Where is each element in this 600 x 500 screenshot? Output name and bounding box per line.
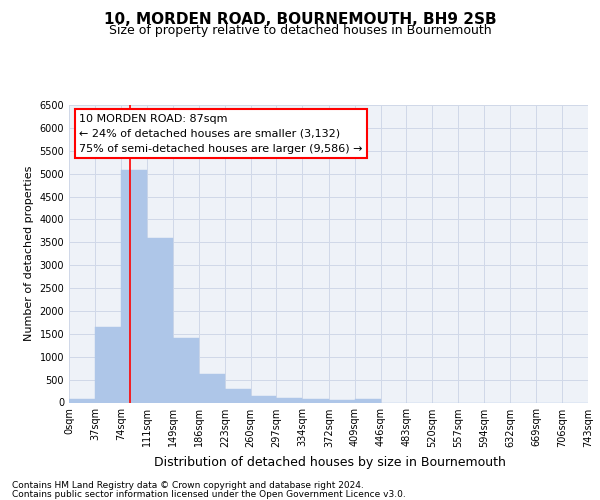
Text: 10 MORDEN ROAD: 87sqm
← 24% of detached houses are smaller (3,132)
75% of semi-d: 10 MORDEN ROAD: 87sqm ← 24% of detached … (79, 114, 363, 154)
Bar (355, 399, 380, 402)
Text: Contains HM Land Registry data © Crown copyright and database right 2024.: Contains HM Land Registry data © Crown c… (12, 481, 364, 490)
Bar (329, 400, 355, 402)
Y-axis label: Number of detached properties: Number of detached properties (24, 166, 34, 342)
Bar (251, 396, 277, 402)
Bar (225, 389, 251, 402)
Bar (95, 327, 121, 402)
Text: Distribution of detached houses by size in Bournemouth: Distribution of detached houses by size … (154, 456, 506, 469)
Text: Size of property relative to detached houses in Bournemouth: Size of property relative to detached ho… (109, 24, 491, 37)
Text: 10, MORDEN ROAD, BOURNEMOUTH, BH9 2SB: 10, MORDEN ROAD, BOURNEMOUTH, BH9 2SB (104, 12, 496, 28)
Bar (173, 338, 199, 402)
Bar (121, 170, 146, 402)
Bar (199, 374, 225, 402)
Text: Contains public sector information licensed under the Open Government Licence v3: Contains public sector information licen… (12, 490, 406, 499)
Bar (69, 399, 95, 402)
Bar (302, 399, 329, 402)
Bar (146, 238, 173, 402)
Bar (277, 398, 302, 402)
